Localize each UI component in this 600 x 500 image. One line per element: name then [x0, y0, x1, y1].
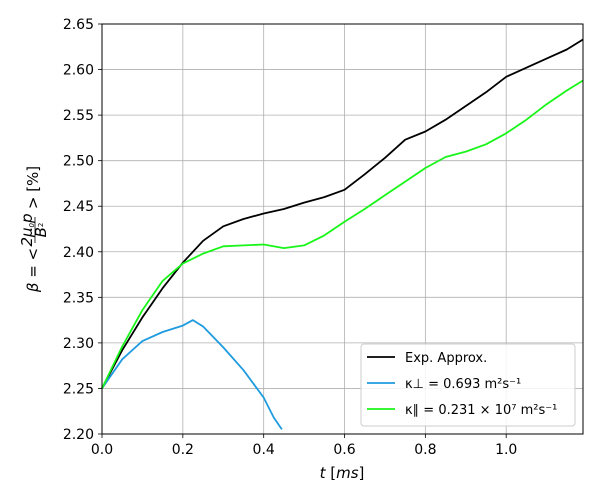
x-tick-label: 0.0: [91, 442, 113, 458]
y-tick-label: 2.50: [63, 154, 94, 170]
plot-frame: [101, 23, 584, 435]
y-tick-label: 2.25: [63, 381, 94, 397]
grid-lines: [101, 23, 583, 435]
series-line-0: [101, 38, 584, 389]
y-tick-label: 2.65: [63, 17, 94, 33]
legend-label-2: κ∥ = 0.231 × 10⁷ m²s⁻¹: [405, 403, 557, 418]
svg-text:2μ0p: 2μ0p: [18, 213, 36, 246]
x-tick-label: 0.8: [414, 442, 436, 458]
y-axis-label: β = < > [%] 2μ0p B2: [18, 166, 50, 293]
x-tick-label: 1.0: [495, 442, 517, 458]
legend-label-1: κ⊥ = 0.693 m²s⁻¹: [405, 377, 521, 392]
x-axis-label: t [ms]: [320, 464, 365, 482]
y-axis-ticks: 2.20 2.25 2.30 2.35 2.40 2.45 2.50 2.55 2.60 2.65: [63, 17, 102, 443]
x-tick-label: 0.4: [253, 442, 275, 458]
series-line-2: [101, 79, 584, 389]
series-line-1: [101, 319, 283, 430]
x-tick-label: 0.6: [333, 442, 355, 458]
y-tick-label: 2.60: [63, 63, 94, 79]
x-tick-label: 0.2: [172, 442, 194, 458]
y-tick-label: 2.45: [63, 199, 94, 215]
y-tick-label: 2.55: [63, 108, 94, 124]
legend-label-0: Exp. Approx.: [405, 351, 487, 366]
y-tick-label: 2.40: [63, 245, 94, 261]
y-tick-label: 2.30: [63, 336, 94, 352]
series-lines: [101, 38, 584, 430]
svg-text:B2: B2: [32, 223, 50, 238]
y-tick-label: 2.35: [63, 290, 94, 306]
legend: Exp. Approx. κ⊥ = 0.693 m²s⁻¹ κ∥ = 0.231 ×…: [360, 343, 576, 427]
y-tick-label: 2.20: [63, 427, 94, 443]
legend-box: [360, 343, 576, 427]
x-axis-ticks: 0.0 0.2 0.4 0.6 0.8 1.0: [91, 434, 517, 458]
